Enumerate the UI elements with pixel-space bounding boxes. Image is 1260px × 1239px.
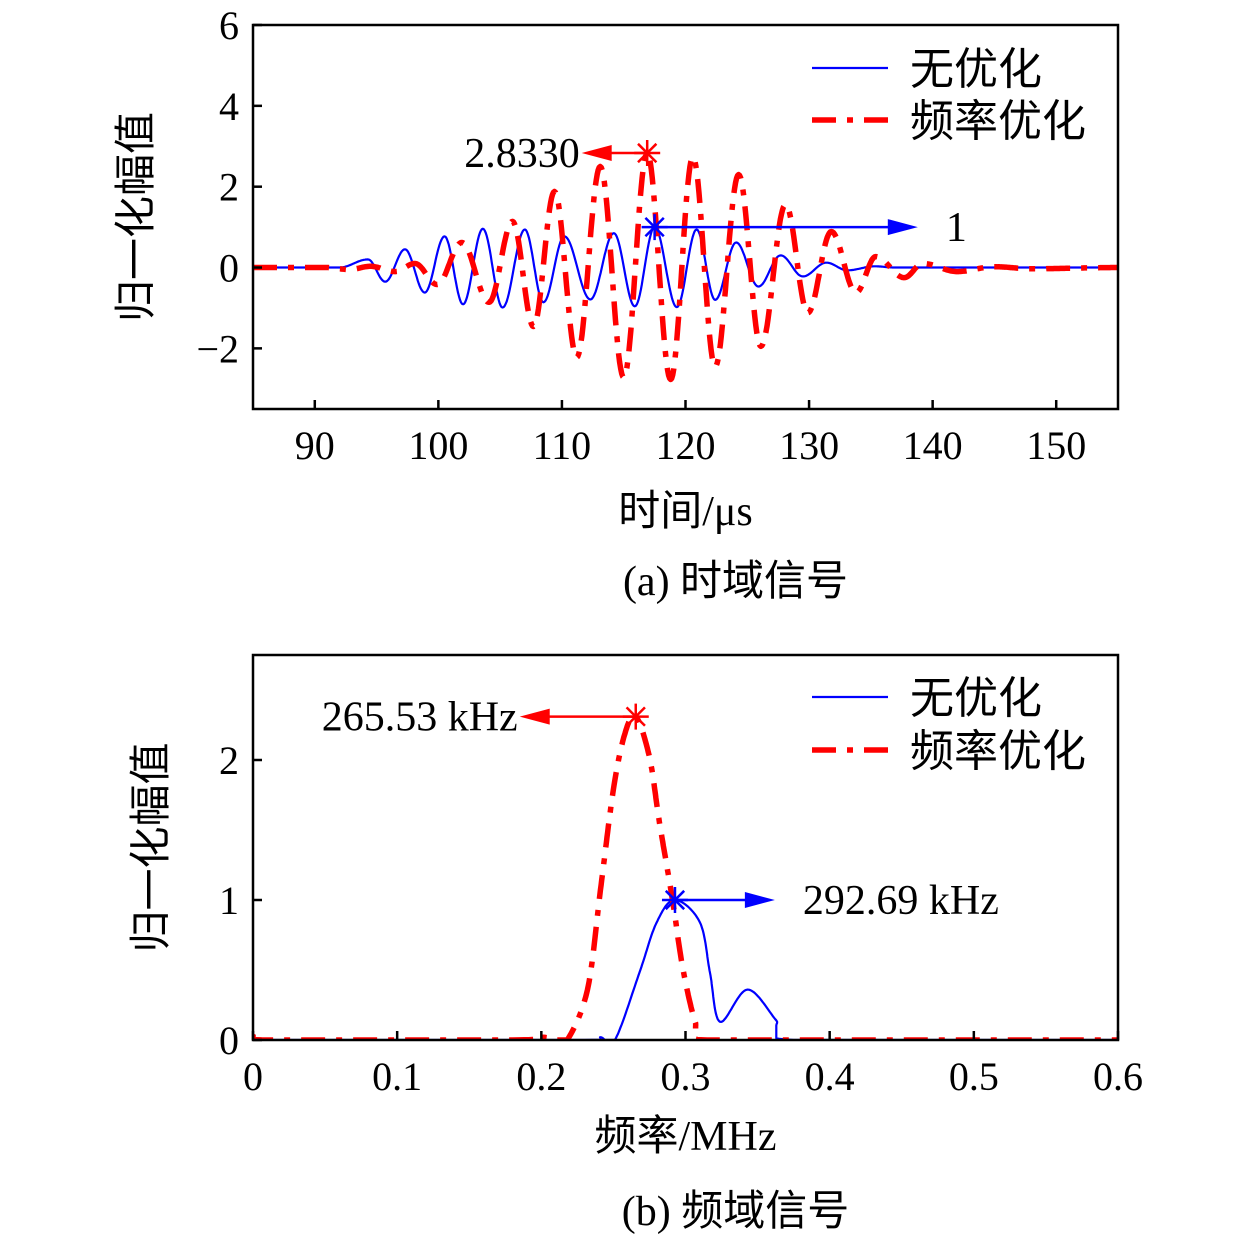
legend-label: 频率优化 <box>910 97 1086 146</box>
y-tick-label: 0 <box>219 246 239 291</box>
x-tick-label: 100 <box>408 423 468 468</box>
y-tick-label: 6 <box>219 3 239 48</box>
arrow-head-icon <box>581 145 612 162</box>
star-stroke <box>644 217 665 238</box>
arrow-head-icon <box>744 892 775 908</box>
chart-frequency-domain: 0 0.1 0.2 0.3 0.4 0.5 0.6 0 1 2 频率/MHz 归一化幅值 (b) 频域信… <box>129 653 1143 1235</box>
annotation-label: 1 <box>946 205 967 251</box>
star-marker-icon <box>622 703 649 730</box>
y-axis-label: 归一化幅值 <box>129 742 175 952</box>
y-tick-label: −2 <box>196 326 239 371</box>
y-tick-label: 2 <box>219 738 239 783</box>
star-stroke <box>664 889 686 911</box>
y-tick-label: 4 <box>219 84 239 129</box>
x-tick-label: 90 <box>295 423 335 468</box>
x-tick-label: 0.6 <box>1093 1054 1143 1099</box>
figure-caption: (b) 频域信号 <box>622 1189 849 1235</box>
annotation-label: 265.53 kHz <box>322 695 518 741</box>
star-stroke <box>637 142 658 164</box>
x-tick-label: 0.1 <box>372 1054 422 1099</box>
star-marker-icon <box>634 140 661 167</box>
x-tick-label: 0.5 <box>949 1054 999 1099</box>
legend-label: 频率优化 <box>910 727 1086 776</box>
annotation-label: 292.69 kHz <box>803 878 999 924</box>
chart-time-domain: 90 100 110 120 130 140 150 −2 0 2 4 6 时间/μs 归一化幅值 (a) … <box>114 3 1120 605</box>
x-tick-label: 0.2 <box>516 1054 566 1099</box>
figure-caption: (a) 时域信号 <box>623 559 848 605</box>
x-tick-label: 120 <box>656 423 716 468</box>
series-line-frequency-optimization <box>253 712 1118 1040</box>
legend-label: 无优化 <box>910 45 1042 94</box>
annotation-label: 2.8330 <box>464 131 580 177</box>
x-tick-label: 140 <box>903 423 963 468</box>
x-tick-label: 0 <box>243 1054 263 1099</box>
x-tick-label: 130 <box>779 423 839 468</box>
x-tick-label: 0.3 <box>661 1054 711 1099</box>
x-tick-label: 110 <box>533 423 592 468</box>
x-tick-label: 150 <box>1026 423 1086 468</box>
x-tick-label: 0.4 <box>805 1054 855 1099</box>
series-line-no-optimization <box>253 226 1118 309</box>
y-tick-label: 0 <box>219 1018 239 1063</box>
star-marker-icon <box>641 214 668 241</box>
y-tick-label: 2 <box>219 165 239 210</box>
y-axis-label: 归一化幅值 <box>114 112 160 322</box>
star-marker-icon <box>661 887 688 913</box>
arrow-head-icon <box>887 219 918 236</box>
x-axis-label: 频率/MHz <box>595 1113 777 1160</box>
series-line-frequency-optimization <box>253 150 1118 383</box>
arrow-head-icon <box>519 708 550 725</box>
legend-label: 无优化 <box>910 674 1042 723</box>
star-stroke <box>625 706 646 727</box>
y-tick-label: 1 <box>219 878 239 923</box>
x-axis-label: 时间/μs <box>618 489 753 535</box>
